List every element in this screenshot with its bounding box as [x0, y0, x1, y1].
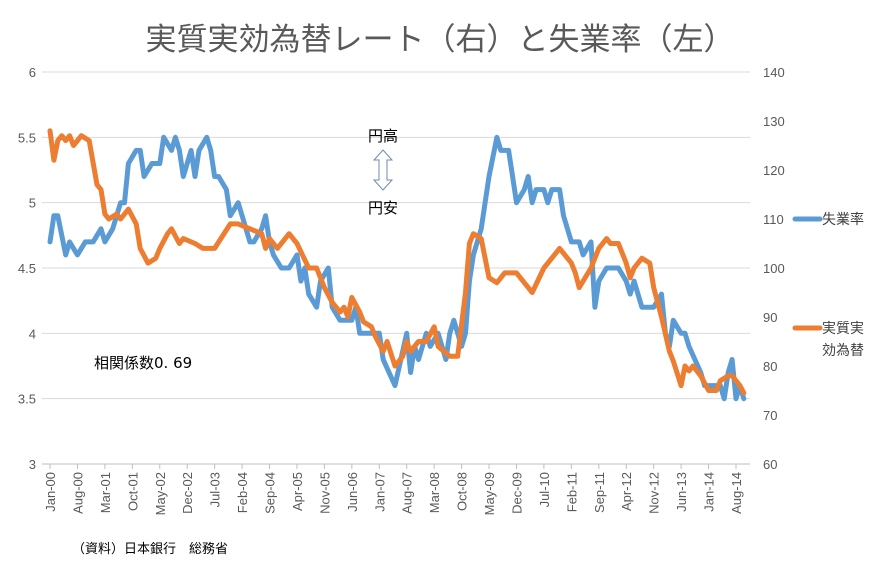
right-tick-label: 70: [763, 408, 777, 423]
left-axis-ticks: 3 3.5 4 4.5 5 5.5 6: [18, 65, 36, 472]
right-tick-label: 60: [763, 457, 777, 472]
legend: 失業率 実質実 効為替: [792, 211, 864, 359]
x-tick-label: Nov-12: [647, 472, 662, 514]
gridlines: [42, 71, 750, 465]
x-tick-label: Jan-14: [702, 472, 717, 512]
x-tick-label: Apr-12: [619, 472, 634, 511]
x-tick-label: Mar-01: [98, 472, 113, 513]
x-tick-label: Oct-08: [455, 472, 470, 511]
x-tick-label: May-09: [482, 472, 497, 515]
right-tick-label: 90: [763, 310, 777, 325]
left-tick-label: 4: [29, 326, 36, 341]
legend-label-unemployment: 失業率: [822, 211, 864, 228]
x-tick-label: Feb-04: [235, 472, 250, 513]
yen-strong-label: 円高: [368, 127, 398, 145]
x-tick-label: Nov-05: [317, 472, 332, 514]
right-tick-label: 130: [763, 114, 785, 129]
yen-weak-label: 円安: [368, 199, 398, 217]
right-tick-label: 100: [763, 261, 785, 276]
x-tick-label: May-02: [153, 472, 168, 515]
right-tick-label: 110: [763, 212, 784, 227]
x-tick-label: Jun-06: [345, 472, 360, 512]
left-tick-label: 3: [29, 457, 36, 472]
left-tick-label: 3.5: [18, 392, 36, 407]
x-tick-label: Apr-05: [290, 472, 305, 511]
correlation-label: 相関係数0. 69: [94, 354, 192, 372]
x-tick-label: Aug-14: [729, 472, 744, 514]
x-tick-label: Jan-07: [372, 472, 387, 512]
x-tick-label: Aug-07: [400, 472, 415, 514]
x-tick-label: Sep-04: [263, 472, 278, 514]
x-tick-label: Sep-11: [592, 472, 607, 513]
x-tick-label: Feb-11: [564, 472, 579, 512]
right-axis-ticks: 60 70 80 90 100 110 120 130 140: [763, 65, 785, 472]
legend-label-reer-2: 効為替: [822, 343, 864, 359]
x-tick-label: Jul-10: [537, 472, 552, 507]
reer-line: [47, 128, 747, 396]
x-tick-label: Oct-01: [125, 472, 140, 511]
chart-title: 実質実効為替レート（右）と失業率（左）: [146, 22, 735, 58]
x-tick-label: Dec-02: [180, 472, 195, 514]
x-axis-ticks: Jan-00 Aug-00 Mar-01 Oct-01 May-02 Dec-02 Jul-…: [43, 464, 744, 515]
legend-label-reer-1: 実質実: [822, 321, 864, 337]
left-tick-label: 6: [29, 65, 36, 80]
unemployment-line: [47, 134, 747, 402]
x-tick-label: Jul-03: [208, 472, 223, 507]
x-tick-label: Jun-13: [674, 472, 689, 512]
right-tick-label: 140: [763, 65, 785, 80]
source-note: （資料）日本銀行 総務省: [72, 542, 228, 557]
x-tick-label: Aug-00: [70, 472, 85, 514]
left-tick-label: 4.5: [18, 261, 36, 276]
double-arrow-icon: [372, 149, 394, 191]
left-tick-label: 5.5: [18, 130, 36, 145]
x-tick-label: Jan-00: [43, 472, 58, 512]
series-lines: [47, 128, 747, 402]
x-tick-label: Dec-09: [509, 472, 524, 514]
right-tick-label: 80: [763, 359, 777, 374]
right-tick-label: 120: [763, 163, 785, 178]
left-tick-label: 5: [29, 196, 36, 211]
x-tick-label: Mar-08: [427, 472, 442, 513]
